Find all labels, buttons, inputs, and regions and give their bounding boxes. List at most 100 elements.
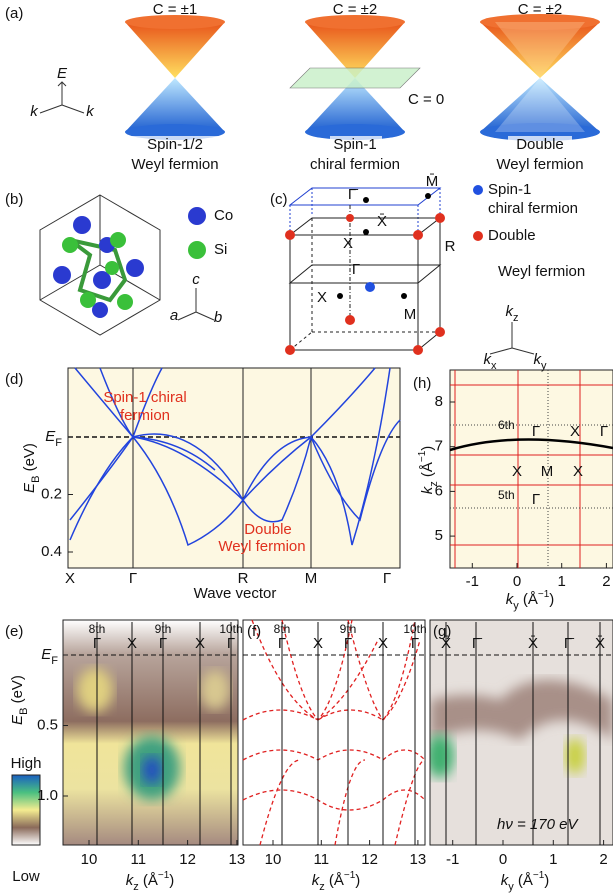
kz-map [449,369,613,569]
x-tick-label: M [305,570,318,587]
point-label: Γ̄ [472,635,482,652]
y-tick-label: 1.0 [37,787,58,804]
y-axis-label: kz (Å−1) [417,446,440,495]
x-tick-label: 10 [265,851,282,868]
x-tick-label: 1 [549,851,557,868]
zone-label: 10th [403,622,426,636]
legend-label: Double [488,227,536,244]
text-part: y [541,360,547,372]
x-axis-label: kz (Å−1) [126,870,175,893]
text-part: k [484,351,493,368]
text-part: k [506,591,515,608]
text-part: (Å [514,872,533,889]
text-part: F [51,655,58,667]
axis-label: kx [484,351,498,372]
point-label: X [573,463,583,480]
zone-label: 10th [219,622,242,636]
text-part: B [18,708,30,715]
legend-label: Si [214,241,227,258]
point-label: Γ [352,261,360,278]
point-label: Γ [159,635,167,652]
point-label: Γ [227,635,235,652]
point-label: X̄ [528,635,538,652]
arpes-e [63,620,238,845]
panel-label: (g) [433,623,451,640]
caption: Spin-1 [333,136,376,153]
chern-number: C = ±2 [333,1,378,18]
point-label: Γ [93,635,101,652]
axis-arrows [39,81,535,355]
axis-label: kz [506,303,519,324]
point-label: Γ̄ [348,186,358,203]
point-label: R [445,238,456,255]
legend-label: Spin-1 [488,181,531,198]
panel-label: (e) [5,623,23,640]
axis-label: b [214,309,222,326]
point-label: X̄ [441,635,451,652]
colorbar-label: High [11,755,42,772]
x-tick-label: 2 [599,851,607,868]
text-part: (Å [519,591,538,608]
legend-label: chiral fermion [488,200,578,217]
plane-label: C = 0 [408,91,444,108]
annotation: hν = 170 eV [497,816,579,833]
axis-label: E [57,65,68,82]
point-label: Γ [344,635,352,652]
x-tick-label: 13 [229,851,246,868]
text-part: E [21,482,38,493]
text-part: k [534,351,543,368]
x-tick-label: R [238,570,249,587]
point-label: X [127,635,137,652]
legend-label: Co [214,207,233,224]
x-tick-label: 12 [361,851,378,868]
point-label: X [512,463,522,480]
x-tick-label: 1 [558,573,566,590]
chern-number: C = ±1 [153,1,198,18]
text-part: ) [549,591,554,608]
cones [125,14,600,152]
caption: Weyl fermion [496,156,583,173]
point-label: X [343,235,353,252]
y-tick-label: EF [41,646,58,667]
point-label: X [570,423,580,440]
x-axis-label: ky (Å−1) [501,870,550,893]
text-part: ) [544,872,549,889]
x-tick-label: 0 [513,573,521,590]
point-label: M̄ [426,173,439,190]
text-part: (Å [419,462,436,481]
point-label: X [317,289,327,306]
text-part: −1 [344,870,356,881]
caption: Weyl fermion [131,156,218,173]
point-label: M [541,463,554,480]
y-tick-label: 0.5 [37,716,58,733]
y-tick-label: 5 [435,527,443,544]
point-label: Γ [532,491,540,508]
colorbar [11,774,41,846]
annotation: Weyl fermion [218,538,305,555]
text-part: E [41,646,52,663]
text-part: y [508,881,514,893]
legend-label: Weyl fermion [498,263,585,280]
text-part: x [491,360,497,372]
point-label: Γ [411,635,419,652]
text-part: k [126,872,135,889]
point-label: X [313,635,323,652]
axis-label: k [30,103,39,120]
point-label: Γ̄ [564,635,574,652]
text-part: (eV) [9,675,26,708]
x-axis-label: ky (Å−1) [506,589,555,612]
point-label: Γ [600,423,608,440]
panel-label: (b) [5,191,23,208]
y-axis-label: EB (eV) [21,443,42,493]
zone-label: 9th [155,622,172,636]
point-label: X̄ [377,213,387,230]
text-part: B [30,476,42,483]
text-part: k [501,872,510,889]
zone-label: 9th [340,622,357,636]
point-label: X [378,635,388,652]
band-panel [67,367,401,569]
text-part: k [419,485,436,494]
y-tick-label: EF [45,428,62,449]
axis-label: a [170,307,178,324]
